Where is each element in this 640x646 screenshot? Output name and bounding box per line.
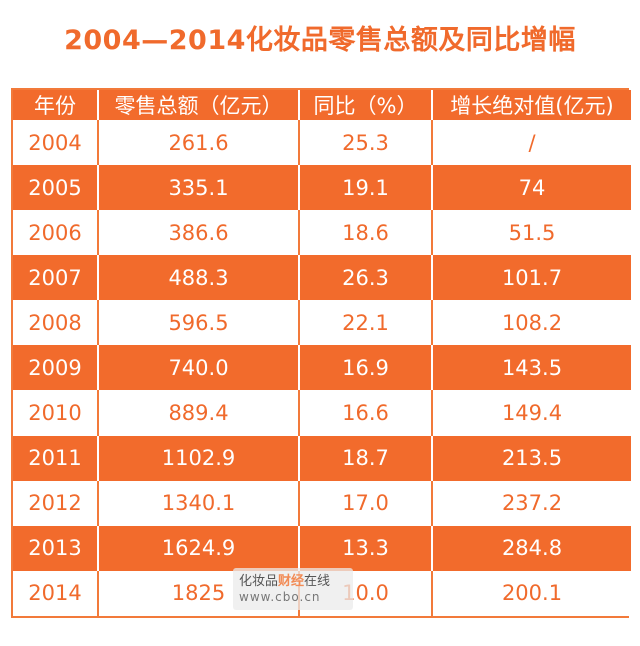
cell-yoy: 13.3 — [299, 525, 433, 571]
cell-year: 2010 — [13, 390, 99, 436]
cell-increase: 200.1 — [432, 570, 631, 616]
cell-year: 2005 — [13, 165, 99, 211]
watermark: 化妆品财经在线 www.cbo.cn — [233, 568, 353, 610]
cell-sales: 488.3 — [98, 255, 300, 301]
watermark-suffix: 在线 — [304, 574, 331, 589]
header-yoy: 同比（%） — [299, 90, 433, 120]
cell-year: 2008 — [13, 300, 99, 346]
chart-title: 2004—2014化妆品零售总额及同比增幅 — [64, 25, 576, 56]
cell-increase: 101.7 — [432, 255, 631, 301]
cell-year: 2006 — [13, 210, 99, 256]
cell-increase: 108.2 — [432, 300, 631, 346]
table-row: 2006 386.6 18.6 51.5 — [13, 210, 631, 256]
table-row: 2009 740.0 16.9 143.5 — [13, 345, 631, 391]
cell-year: 2007 — [13, 255, 99, 301]
cell-sales: 889.4 — [98, 390, 300, 436]
table-row: 2010 889.4 16.6 149.4 — [13, 390, 631, 436]
cell-increase: 74 — [432, 165, 631, 211]
table-row: 2013 1624.9 13.3 284.8 — [13, 525, 631, 571]
cell-year: 2014 — [13, 570, 99, 616]
watermark-logo-text: 化妆品财经在线 — [239, 570, 330, 589]
table-header-row: 年份 零售总额（亿元） 同比（%） 增长绝对值(亿元) — [13, 90, 631, 120]
cell-increase: 237.2 — [432, 480, 631, 526]
cell-sales: 261.6 — [98, 120, 300, 166]
cell-yoy: 26.3 — [299, 255, 433, 301]
cell-yoy: 16.6 — [299, 390, 433, 436]
cell-sales: 596.5 — [98, 300, 300, 346]
table-row: 2004 261.6 25.3/ — [13, 120, 631, 166]
cell-sales: 1102.9 — [98, 435, 300, 481]
cell-sales: 740.0 — [98, 345, 300, 391]
data-table: 年份 零售总额（亿元） 同比（%） 增长绝对值(亿元) 2004 261.6 25.… — [13, 90, 631, 616]
table-row: 2008 596.5 22.1 108.2 — [13, 300, 631, 346]
table-row: 2012 1340.1 17.0 237.2 — [13, 480, 631, 526]
cell-sales: 386.6 — [98, 210, 300, 256]
watermark-brand: 财经 — [278, 574, 305, 589]
watermark-prefix: 化妆品 — [239, 574, 279, 589]
cell-yoy: 19.1 — [299, 165, 433, 211]
header-year: 年份 — [13, 90, 99, 120]
cell-sales: 335.1 — [98, 165, 300, 211]
table-row: 2007 488.3 26.3 101.7 — [13, 255, 631, 301]
cell-year: 2011 — [13, 435, 99, 481]
cell-increase: 149.4 — [432, 390, 631, 436]
cell-yoy: 22.1 — [299, 300, 433, 346]
data-table-container: 年份 零售总额（亿元） 同比（%） 增长绝对值(亿元) 2004 261.6 25.… — [11, 88, 631, 618]
table-row: 2005 335.1 19.1 74 — [13, 165, 631, 211]
cell-yoy: 25.3 — [299, 120, 433, 166]
table-body: 2004 261.6 25.3/2005 335.1 19.1 74 2006 386.6 18… — [13, 120, 631, 616]
cell-yoy: 17.0 — [299, 480, 433, 526]
watermark-url: www.cbo.cn — [239, 590, 321, 604]
cell-sales: 1340.1 — [98, 480, 300, 526]
header-sales: 零售总额（亿元） — [98, 90, 300, 120]
cell-year: 2013 — [13, 525, 99, 571]
cell-year: 2009 — [13, 345, 99, 391]
cell-year: 2004 — [13, 120, 99, 166]
cell-yoy: 16.9 — [299, 345, 433, 391]
cell-increase: 213.5 — [432, 435, 631, 481]
cell-yoy: 18.7 — [299, 435, 433, 481]
header-increase: 增长绝对值(亿元) — [432, 90, 631, 120]
cell-increase: 51.5 — [432, 210, 631, 256]
cell-increase: 284.8 — [432, 525, 631, 571]
cell-increase: 143.5 — [432, 345, 631, 391]
cell-yoy: 18.6 — [299, 210, 433, 256]
table-row: 2011 1102.9 18.7 213.5 — [13, 435, 631, 481]
cell-increase: / — [432, 120, 631, 166]
cell-year: 2012 — [13, 480, 99, 526]
cell-sales: 1624.9 — [98, 525, 300, 571]
